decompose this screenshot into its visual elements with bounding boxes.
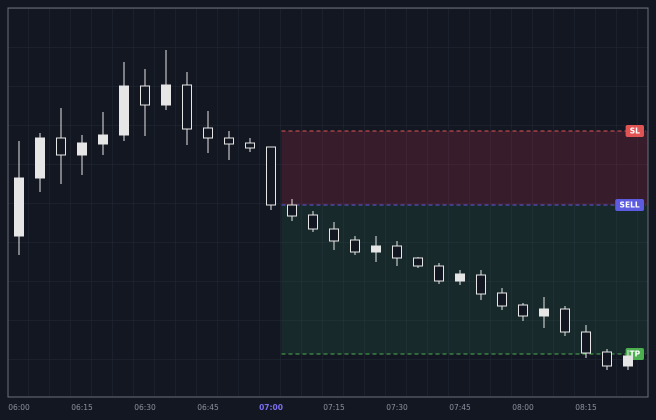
x-tick-label: 08:15: [575, 403, 597, 412]
candle-body: [413, 257, 423, 267]
candle-body: [35, 137, 45, 179]
level-tag-bg: [615, 199, 644, 211]
plot: SL SELL TP 06:00 06:15 06:30 06:45 07:00 07:15 07…: [8, 50, 648, 412]
candle-body: [560, 308, 570, 333]
candle-body: [56, 137, 66, 156]
x-tick-label: 06:30: [134, 403, 156, 412]
x-tick-label: 06:15: [71, 403, 93, 412]
candle-body: [308, 214, 318, 230]
x-tick-label: 06:45: [197, 403, 219, 412]
x-tick-label: 07:45: [449, 403, 471, 412]
candle-body: [14, 177, 24, 237]
candle-body: [203, 127, 213, 139]
candle-body: [392, 245, 402, 259]
candle-body: [623, 355, 633, 367]
level-tag: SELL: [620, 201, 640, 210]
candle-body: [476, 274, 486, 295]
candle-body: [581, 331, 591, 354]
grid: [8, 8, 648, 397]
candle-body: [161, 84, 171, 106]
candle-body: [539, 308, 549, 317]
x-tick-label: 07:00: [259, 403, 283, 412]
candle-body: [497, 292, 507, 307]
candle-body: [602, 351, 612, 367]
level-tag: TP: [629, 350, 640, 359]
x-tick-label: 08:00: [512, 403, 534, 412]
candle-body: [77, 142, 87, 156]
candle-body: [350, 239, 360, 253]
candle-body: [371, 245, 381, 253]
x-tick-label: 06:00: [8, 403, 30, 412]
candle-body: [266, 146, 276, 206]
level-tag-bg: [625, 125, 644, 137]
zone: [281, 131, 648, 205]
candle-body: [182, 84, 192, 130]
x-tick-label: 07:15: [323, 403, 345, 412]
candle-body: [140, 85, 150, 106]
candle-body: [329, 228, 339, 242]
candle-body: [434, 265, 444, 282]
candle-body: [287, 204, 297, 217]
candle-body: [224, 137, 234, 145]
plot-frame: [7, 7, 649, 398]
candle-body: [518, 304, 528, 317]
candle-body: [245, 142, 255, 149]
candle-body: [98, 134, 108, 145]
level-tag: SL: [630, 127, 640, 136]
candle-body: [455, 273, 465, 282]
x-tick-label: 07:30: [386, 403, 408, 412]
candle-body: [119, 85, 129, 136]
